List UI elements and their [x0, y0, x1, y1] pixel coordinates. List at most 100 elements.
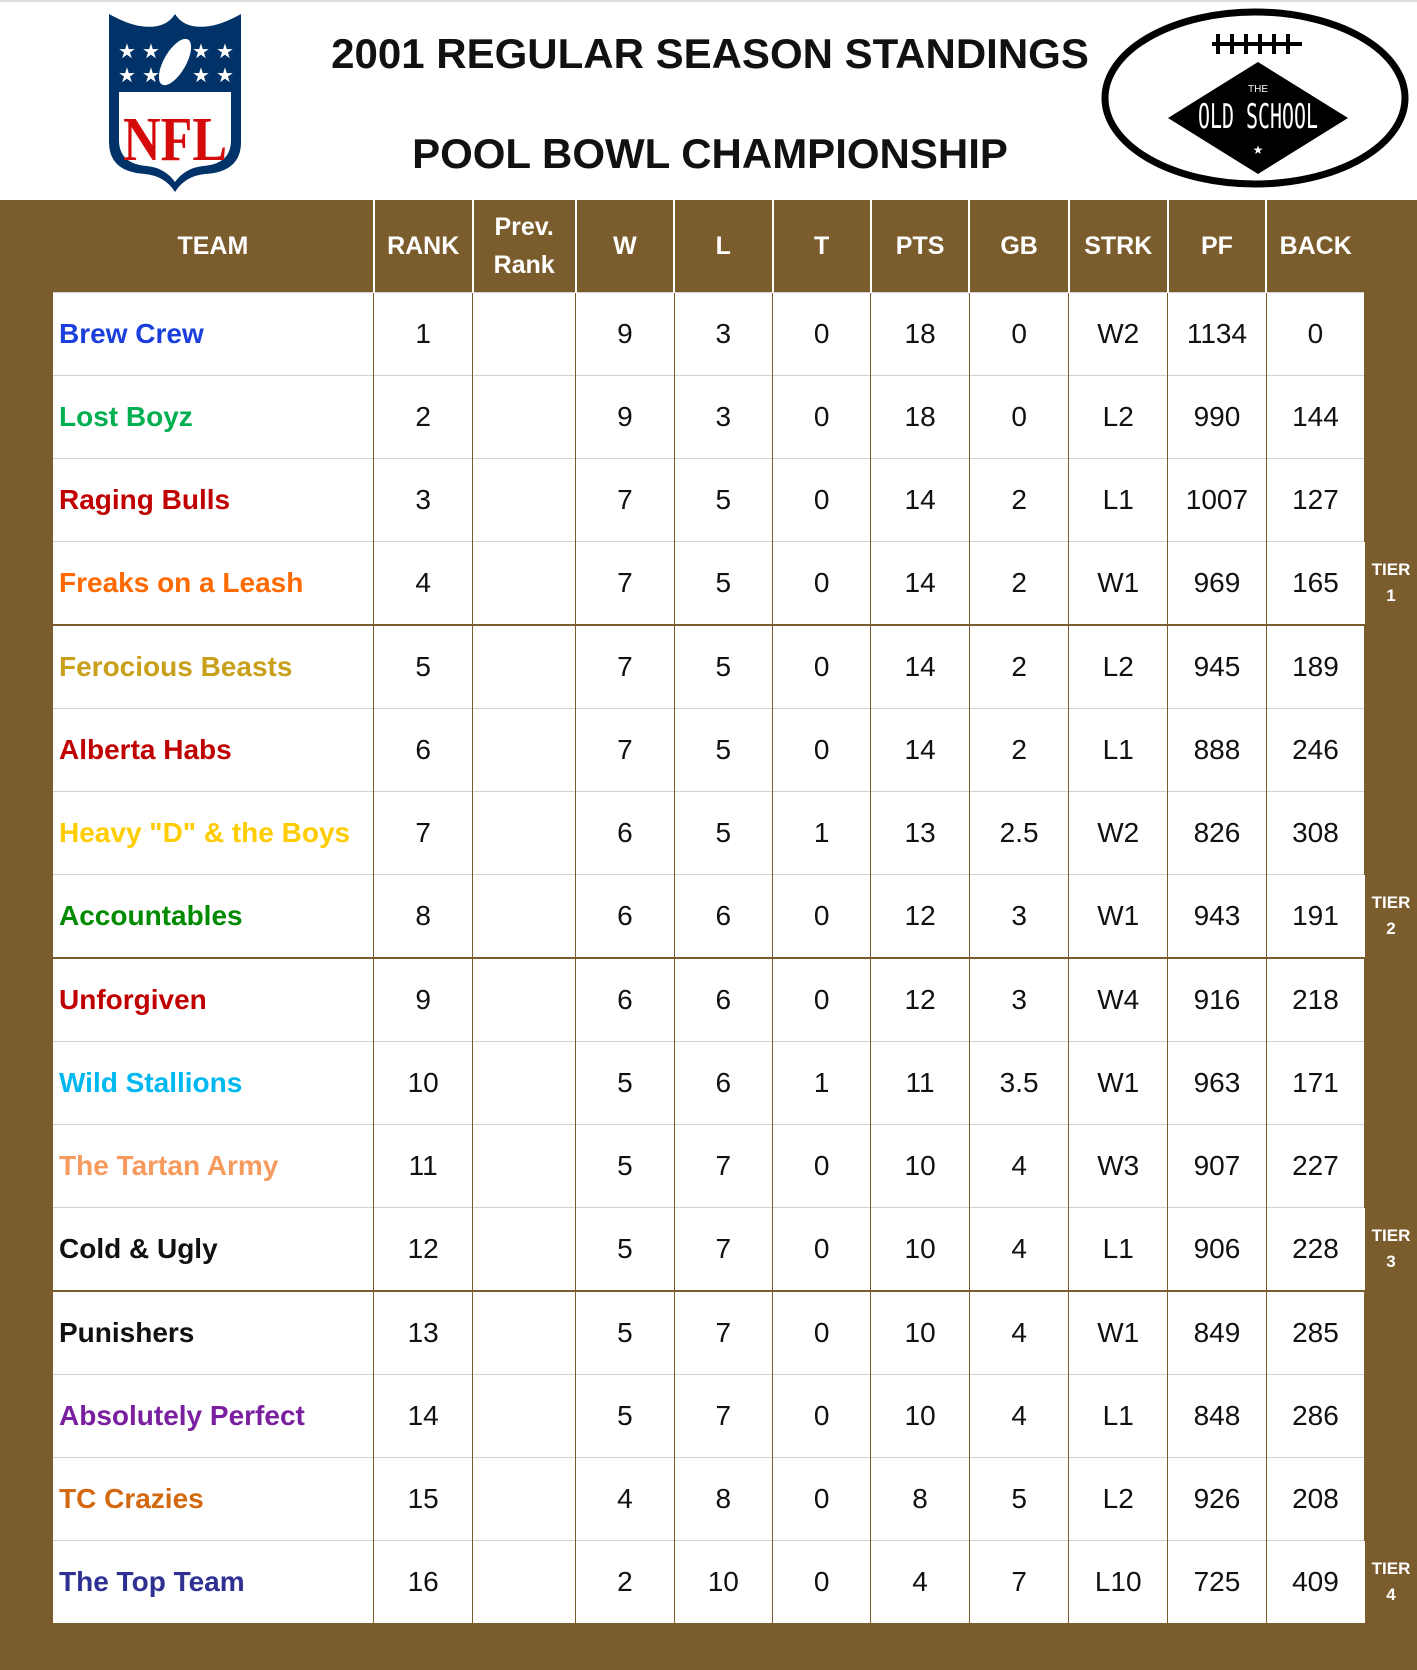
cell-points-for: 888 — [1167, 708, 1267, 792]
cell-streak: L2 — [1068, 375, 1168, 459]
team-name: Ferocious Beasts — [53, 624, 374, 709]
table-row: The Top Team 16 2 10 0 4 7 L10 725 409 TIER 4 — [53, 1540, 1417, 1623]
cell-points-for: 926 — [1167, 1457, 1267, 1541]
team-name: Raging Bulls — [53, 458, 374, 542]
column-header-ties: T — [771, 200, 871, 293]
table-row: Heavy "D" & the Boys 7 6 5 1 13 2.5 W2 826 308 — [53, 791, 1417, 875]
cell-losses: 5 — [673, 624, 773, 709]
table-row: Absolutely Perfect 14 5 7 0 10 4 L1 848 286 — [53, 1374, 1417, 1458]
cell-losses: 6 — [673, 874, 773, 958]
cell-back: 228 — [1265, 1207, 1365, 1291]
cell-points-for: 1134 — [1167, 292, 1267, 376]
team-name: The Tartan Army — [53, 1124, 374, 1208]
cell-points: 10 — [870, 1207, 970, 1291]
svg-text:★: ★ — [118, 41, 136, 63]
cell-games-back: 3 — [968, 957, 1069, 1042]
cell-rank: 4 — [373, 541, 473, 625]
cell-back: 308 — [1265, 791, 1365, 875]
cell-points: 11 — [870, 1041, 970, 1125]
cell-wins: 6 — [575, 791, 675, 875]
cell-wins: 6 — [575, 874, 675, 958]
team-name: Cold & Ugly — [53, 1207, 374, 1291]
cell-streak: W1 — [1068, 541, 1168, 625]
cell-prev-rank — [472, 541, 576, 625]
svg-text:★: ★ — [118, 65, 136, 87]
table-row: The Tartan Army 11 5 7 0 10 4 W3 907 227 — [53, 1124, 1417, 1208]
table-row: Unforgiven 9 6 6 0 12 3 W4 916 218 — [53, 957, 1417, 1042]
column-header-games-back: GB — [968, 200, 1069, 293]
cell-prev-rank — [472, 1290, 576, 1375]
svg-text:NFL: NFL — [123, 106, 227, 174]
svg-text:★: ★ — [216, 65, 234, 87]
table-row: Brew Crew 1 9 3 0 18 0 W2 1134 0 — [53, 292, 1417, 376]
tier-cell — [1364, 1125, 1417, 1208]
cell-points: 12 — [870, 957, 970, 1042]
cell-back: 127 — [1265, 458, 1365, 542]
cell-points: 14 — [870, 624, 970, 709]
cell-wins: 5 — [575, 1290, 675, 1375]
tier-cell — [1364, 1375, 1417, 1458]
team-name: Unforgiven — [53, 957, 374, 1042]
cell-points-for: 916 — [1167, 957, 1267, 1042]
tier-cell: TIER 2 — [1364, 874, 1417, 958]
cell-games-back: 2 — [968, 708, 1069, 792]
svg-text:★: ★ — [216, 41, 234, 63]
team-name: The Top Team — [53, 1540, 374, 1623]
tier-cell: TIER 4 — [1364, 1540, 1417, 1623]
page-title: 2001 REGULAR SEASON STANDINGS — [331, 30, 1089, 77]
cell-games-back: 2.5 — [968, 791, 1069, 875]
cell-rank: 12 — [373, 1207, 473, 1291]
cell-back: 227 — [1265, 1124, 1365, 1208]
column-header-streak: STRK — [1067, 200, 1168, 293]
cell-points: 10 — [870, 1290, 970, 1375]
cell-wins: 7 — [575, 708, 675, 792]
cell-streak: W2 — [1068, 292, 1168, 376]
tier-label-text: TIER — [1371, 1226, 1411, 1245]
cell-rank: 2 — [373, 375, 473, 459]
cell-points-for: 907 — [1167, 1124, 1267, 1208]
cell-streak: L1 — [1068, 708, 1168, 792]
cell-losses: 5 — [673, 791, 773, 875]
cell-back: 208 — [1265, 1457, 1365, 1541]
svg-text:★: ★ — [142, 65, 160, 87]
cell-rank: 16 — [373, 1540, 473, 1623]
cell-points-for: 963 — [1167, 1041, 1267, 1125]
cell-wins: 5 — [575, 1374, 675, 1458]
table-row: Ferocious Beasts 5 7 5 0 14 2 L2 945 189 — [53, 624, 1417, 709]
cell-back: 144 — [1265, 375, 1365, 459]
cell-games-back: 5 — [968, 1457, 1069, 1541]
tier-label: TIER 1 — [1365, 542, 1417, 624]
cell-games-back: 4 — [968, 1374, 1069, 1458]
cell-rank: 3 — [373, 458, 473, 542]
cell-prev-rank — [472, 1124, 576, 1208]
cell-losses: 5 — [673, 458, 773, 542]
cell-wins: 9 — [575, 292, 675, 376]
header: ★ ★ ★ ★ ★ ★ ★ ★ NFL 2001 REGULAR SEASON STANDI… — [0, 0, 1417, 200]
cell-ties: 0 — [771, 541, 871, 625]
column-header-points-for: PF — [1166, 200, 1267, 293]
tier-cell — [1364, 1290, 1417, 1375]
tier-label-text: TIER — [1371, 893, 1411, 912]
table-row: TC Crazies 15 4 8 0 8 5 L2 926 208 — [53, 1457, 1417, 1541]
cell-games-back: 7 — [968, 1540, 1069, 1623]
cell-streak: W4 — [1068, 957, 1168, 1042]
cell-points-for: 969 — [1167, 541, 1267, 625]
cell-ties: 0 — [771, 375, 871, 459]
standings-board: TEAM RANK Prev. Rank W L T PTS GB STRK PF BACK Bre… — [0, 200, 1417, 1670]
cell-prev-rank — [472, 1457, 576, 1541]
cell-wins: 2 — [575, 1540, 675, 1623]
cell-back: 286 — [1265, 1374, 1365, 1458]
svg-text:★: ★ — [192, 41, 210, 63]
cell-prev-rank — [472, 1041, 576, 1125]
tier-cell — [1364, 957, 1417, 1042]
cell-prev-rank — [472, 1207, 576, 1291]
table-row: Accountables 8 6 6 0 12 3 W1 943 191 TIER 2 — [53, 874, 1417, 958]
cell-streak: L1 — [1068, 458, 1168, 542]
cell-losses: 5 — [673, 708, 773, 792]
cell-points-for: 1007 — [1167, 458, 1267, 542]
table-row: Wild Stallions 10 5 6 1 11 3.5 W1 963 171 — [53, 1041, 1417, 1125]
team-name: Absolutely Perfect — [53, 1374, 374, 1458]
cell-rank: 9 — [373, 957, 473, 1042]
cell-points-for: 848 — [1167, 1374, 1267, 1458]
cell-ties: 0 — [771, 874, 871, 958]
